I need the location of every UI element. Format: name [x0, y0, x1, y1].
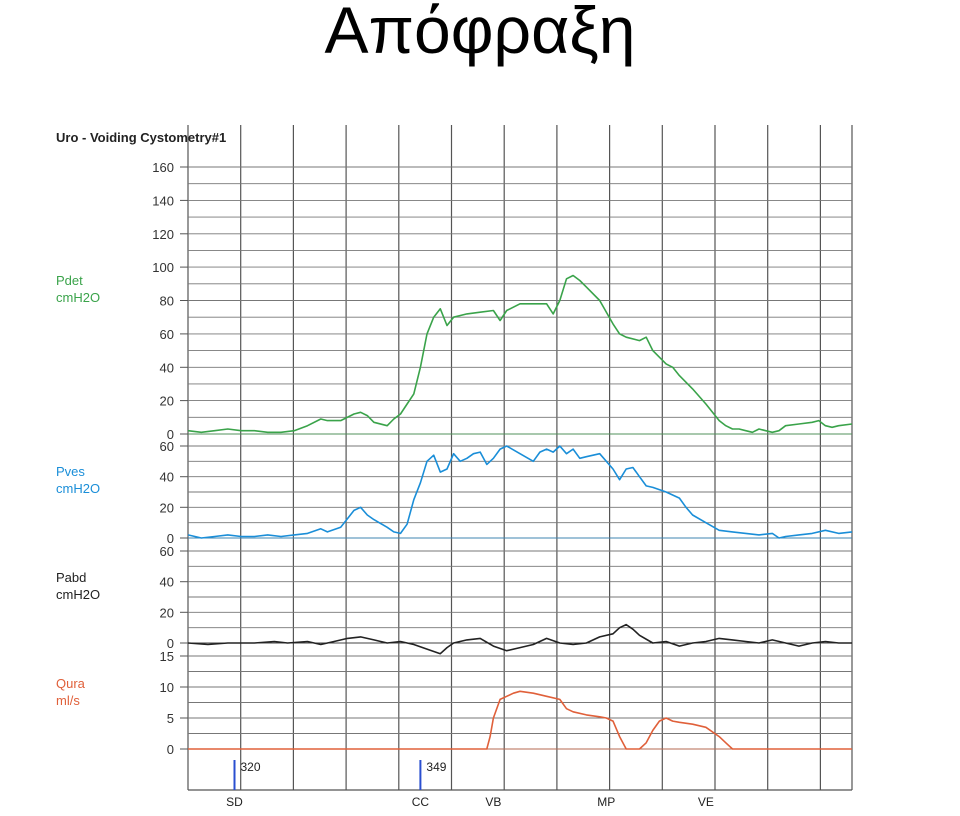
channel-label-pabd: Pabd [56, 570, 86, 585]
trace-qura [188, 690, 852, 750]
channel-unit-qura: ml/s [56, 693, 80, 708]
tick-label-pves: 40 [160, 470, 174, 485]
tick-label-pves: 0 [167, 531, 174, 546]
event-label-vb: VB [485, 795, 501, 809]
tick-label-qura: 0 [167, 742, 174, 757]
tick-label-pdet: 140 [152, 193, 174, 208]
tick-label-pdet: 80 [160, 294, 174, 309]
trace-pves [187, 445, 853, 539]
chart-title: Uro - Voiding Cystometry#1 [56, 130, 226, 145]
tick-label-pabd: 20 [160, 605, 174, 620]
tick-label-qura: 10 [160, 680, 174, 695]
traces [187, 274, 853, 750]
event-label-mp: MP [597, 795, 615, 809]
tick-label-qura: 5 [167, 711, 174, 726]
tick-label-pves: 60 [160, 439, 174, 454]
channel-label-qura: Qura [56, 676, 86, 691]
tick-label-pdet: 60 [160, 327, 174, 342]
event-volume-sd: 320 [241, 760, 261, 774]
event-label-cc: CC [412, 795, 430, 809]
channel-unit-pves: cmH2O [56, 481, 100, 496]
channel-label-pves: Pves [56, 464, 85, 479]
tick-label-pdet: 120 [152, 227, 174, 242]
slide-title: Απόφραξη [324, 0, 636, 67]
event-label-ve: VE [698, 795, 714, 809]
tick-label-pdet: 40 [160, 360, 174, 375]
event-markers: SD 320 CC 349 VB MP VE [226, 760, 714, 809]
trace-pabd [187, 623, 852, 655]
tick-label-pabd: 0 [167, 636, 174, 651]
tick-label-pdet: 160 [152, 160, 174, 175]
channel-labels: 020406080100120140160PdetcmH2O0204060Pve… [56, 160, 174, 757]
tick-label-pdet: 0 [167, 427, 174, 442]
tick-label-pves: 20 [160, 500, 174, 515]
tick-label-qura: 15 [160, 649, 174, 664]
tick-label-pabd: 40 [160, 575, 174, 590]
trace-pdet [187, 274, 853, 434]
tick-label-pdet: 100 [152, 260, 174, 275]
grid [180, 125, 853, 791]
event-volume-cc: 349 [426, 760, 446, 774]
channel-label-pdet: Pdet [56, 273, 83, 288]
event-label-sd: SD [226, 795, 243, 809]
channel-unit-pdet: cmH2O [56, 290, 100, 305]
tick-label-pabd: 60 [160, 544, 174, 559]
tick-label-pdet: 20 [160, 394, 174, 409]
channel-unit-pabd: cmH2O [56, 587, 100, 602]
